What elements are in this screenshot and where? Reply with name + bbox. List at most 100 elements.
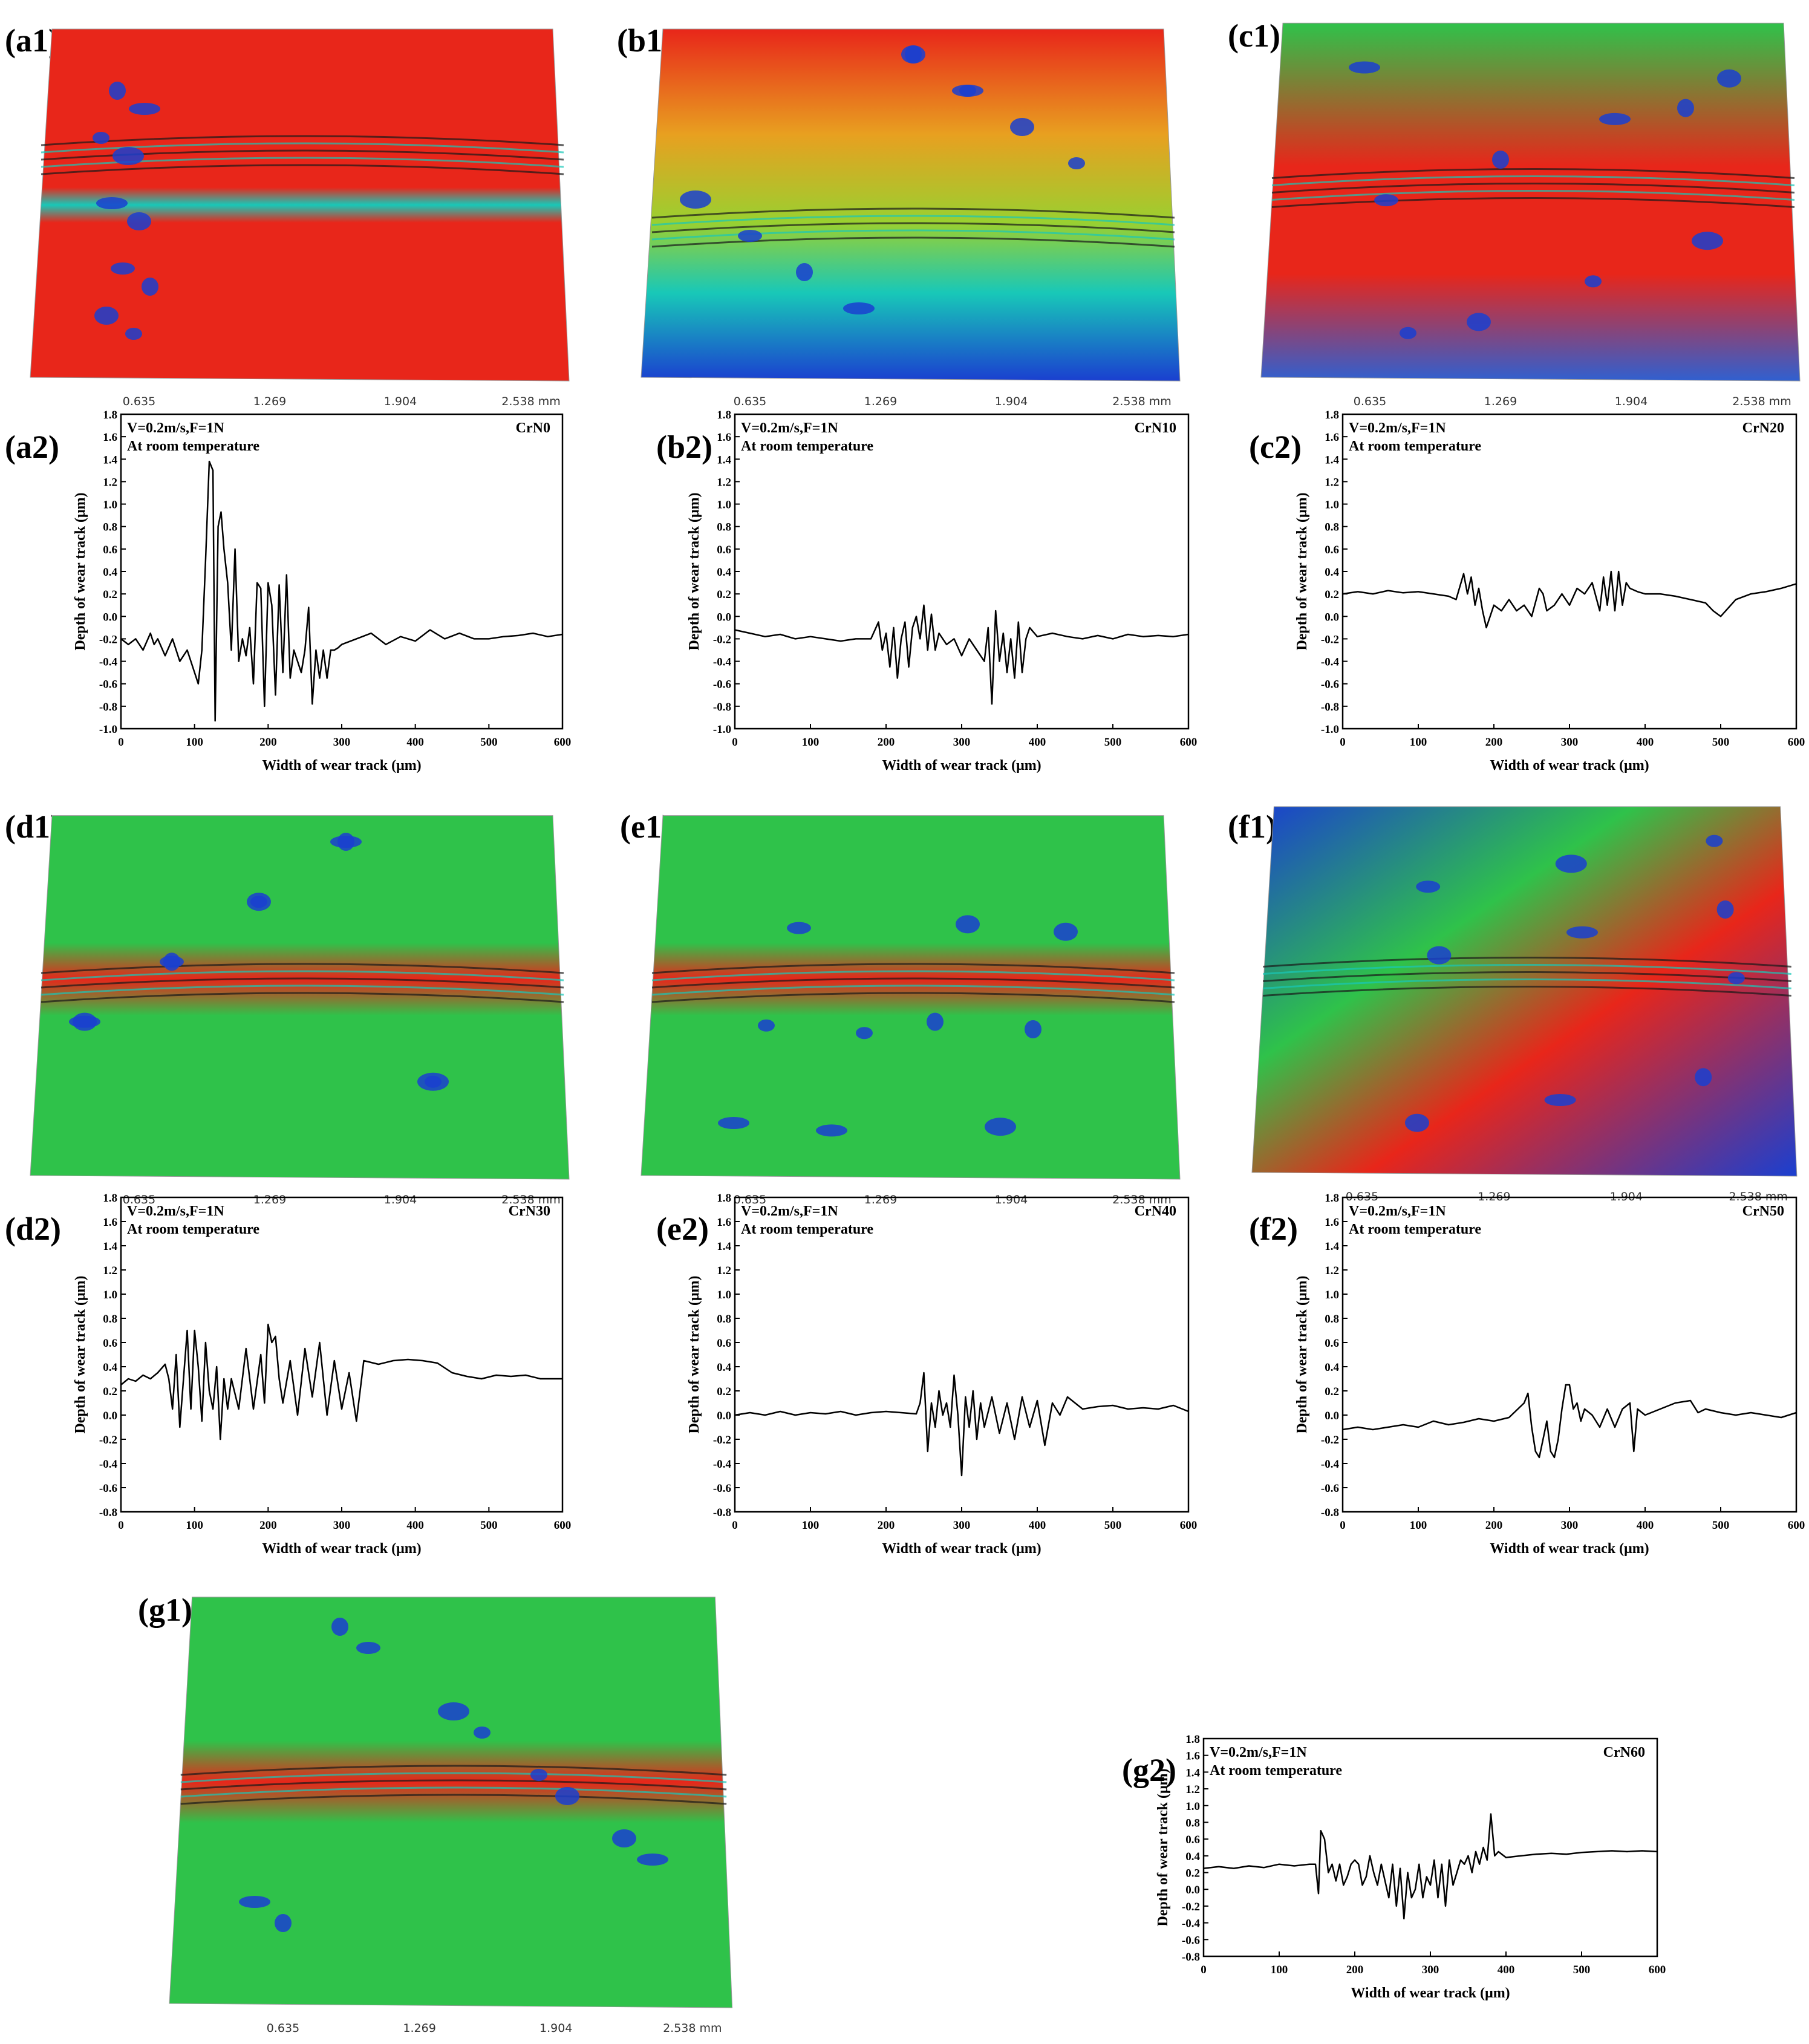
y-axis-label: Depth of wear track (μm) bbox=[686, 492, 702, 650]
y-tick-label: 0.2 bbox=[717, 1385, 731, 1398]
x-tick-label: 500 bbox=[1712, 1519, 1730, 1532]
y-tick-label: 0.6 bbox=[103, 544, 117, 556]
wear-track-line bbox=[1263, 986, 1791, 997]
profile-chart-g2: -0.8 -0.6 -0.4 -0.2 0.0 0.2 0.4 0.6 0.8 1.0 1.2 1.4… bbox=[1143, 1733, 1666, 2014]
surface-pit bbox=[905, 45, 922, 63]
annotation-temperature: At room temperature bbox=[1349, 1222, 1481, 1237]
wear-track-line bbox=[41, 142, 564, 154]
x-tick-label: 500 bbox=[480, 1519, 498, 1532]
y-tick-label: 1.4 bbox=[1325, 454, 1339, 466]
y-tick-label: 1.8 bbox=[1325, 409, 1339, 421]
surface-pit bbox=[94, 307, 119, 325]
surface-pit bbox=[1544, 1094, 1576, 1106]
x-tick-label: 300 bbox=[1561, 1519, 1579, 1532]
wear-track-line bbox=[41, 977, 564, 989]
profile-svg: -1.0 -0.8 -0.6 -0.4 -0.2 0.0 0.2 0.4 0.6 0.8 1.0 1.… bbox=[1294, 409, 1805, 773]
surface-pit bbox=[952, 85, 983, 97]
annotation-conditions: V=0.2m/s,F=1N bbox=[741, 420, 838, 436]
x-tick-label: 100 bbox=[1410, 1519, 1427, 1532]
y-axis-label: Depth of wear track (μm) bbox=[73, 1275, 88, 1433]
surface-pit bbox=[1405, 1113, 1429, 1132]
surface-pit bbox=[530, 1769, 547, 1781]
y-axis-label: Depth of wear track (μm) bbox=[73, 492, 88, 650]
y-tick-label: -1.0 bbox=[713, 723, 731, 736]
x-tick-label: 300 bbox=[1561, 736, 1579, 749]
panel-label-f2: (f2) bbox=[1249, 1211, 1298, 1247]
annotation-temperature: At room temperature bbox=[127, 1222, 259, 1237]
annotation-temperature: At room temperature bbox=[127, 438, 259, 454]
y-tick-label: -0.8 bbox=[713, 1506, 731, 1519]
plot-frame bbox=[120, 413, 564, 730]
y-tick-label: -0.2 bbox=[1321, 1434, 1339, 1447]
scale-tick-label: 1.269 bbox=[864, 1193, 897, 1206]
surface-pit bbox=[1585, 275, 1602, 288]
x-tick-label: 600 bbox=[1180, 736, 1198, 749]
surface-plane bbox=[640, 815, 1181, 1180]
profile-chart-a2: -1.0 -0.8 -0.6 -0.4 -0.2 0.0 0.2 0.4 0.6 0.8 1.0 1.… bbox=[60, 409, 571, 786]
wear-track-line bbox=[651, 977, 1175, 989]
y-tick-label: 0.4 bbox=[717, 566, 731, 579]
wear-track-line bbox=[180, 1765, 727, 1776]
surface-map-a1: 0.635 1.269 1.904 2.538 mm bbox=[30, 18, 575, 417]
x-tick-label: 500 bbox=[1104, 1519, 1122, 1532]
x-axis-label: Width of wear track (μm) bbox=[1351, 1985, 1510, 2001]
depth-profile-line bbox=[120, 1323, 562, 1440]
wear-track-line bbox=[41, 164, 564, 175]
x-tick-label: 400 bbox=[1637, 736, 1654, 749]
x-tick-label: 400 bbox=[1029, 1519, 1046, 1532]
x-tick-label: 0 bbox=[118, 1519, 124, 1532]
wear-track-line bbox=[1271, 175, 1795, 186]
y-tick-label: 0.0 bbox=[717, 611, 731, 623]
scale-tick-label: 2.538 mm bbox=[1112, 395, 1171, 408]
wear-track-line bbox=[651, 963, 1175, 974]
y-tick-label: 1.2 bbox=[1325, 1264, 1339, 1277]
y-tick-label: -0.2 bbox=[1321, 633, 1339, 646]
profile-svg: -0.8 -0.6 -0.4 -0.2 0.0 0.2 0.4 0.6 0.8 1.0 1.2 1.4… bbox=[73, 1192, 571, 1557]
surface-pit bbox=[985, 1118, 1016, 1136]
wear-track-line bbox=[1271, 197, 1795, 208]
surface-pit bbox=[1467, 313, 1491, 331]
y-tick-label: -0.6 bbox=[1182, 1934, 1200, 1947]
wear-track-line bbox=[1263, 964, 1791, 975]
y-tick-label: 0.4 bbox=[717, 1361, 731, 1374]
depth-profile-line bbox=[1342, 570, 1797, 629]
wear-track-line bbox=[651, 970, 1175, 981]
scale-tick-label: 2.538 mm bbox=[663, 2022, 722, 2035]
x-tick-label: 200 bbox=[259, 736, 277, 749]
x-tick-label: 600 bbox=[1788, 1519, 1805, 1532]
wear-track-line bbox=[1263, 971, 1791, 982]
profile-chart-b2: -1.0 -0.8 -0.6 -0.4 -0.2 0.0 0.2 0.4 0.6 0.8 1.0 1.… bbox=[674, 409, 1197, 786]
x-tick-label: 0 bbox=[118, 736, 124, 749]
surface-map-f1: 0.635 1.269 1.904 2.538 mm bbox=[1251, 795, 1802, 1212]
profile-chart-f2: -0.8 -0.6 -0.4 -0.2 0.0 0.2 0.4 0.6 0.8 1.0 1.2 1.4… bbox=[1282, 1192, 1805, 1569]
surface-plane bbox=[1260, 22, 1801, 382]
y-tick-label: 1.2 bbox=[717, 1264, 731, 1277]
y-tick-label: 1.4 bbox=[103, 454, 117, 466]
surface-pit bbox=[1374, 194, 1398, 207]
scale-tick-label: 1.904 bbox=[384, 395, 417, 408]
profile-chart-c2: -1.0 -0.8 -0.6 -0.4 -0.2 0.0 0.2 0.4 0.6 0.8 1.0 1.… bbox=[1282, 409, 1805, 786]
x-tick-label: 200 bbox=[878, 736, 895, 749]
surface-pit bbox=[239, 1896, 270, 1908]
y-tick-label: 1.8 bbox=[1325, 1192, 1339, 1205]
annotation-temperature: At room temperature bbox=[1210, 1763, 1342, 1779]
panel-label-a2: (a2) bbox=[5, 429, 59, 465]
sample-label: CrN60 bbox=[1603, 1745, 1645, 1760]
x-tick-label: 400 bbox=[1637, 1519, 1654, 1532]
scale-tick-label: 1.904 bbox=[539, 2022, 572, 2035]
profile-chart-e2: -0.8 -0.6 -0.4 -0.2 0.0 0.2 0.4 0.6 0.8 1.0 1.2 1.4… bbox=[674, 1192, 1197, 1569]
y-tick-label: -0.4 bbox=[1182, 1918, 1201, 1930]
wear-track-line bbox=[180, 1786, 727, 1798]
surface-pit bbox=[1727, 972, 1745, 985]
surface-pit bbox=[787, 922, 811, 934]
y-tick-label: -0.4 bbox=[99, 656, 118, 669]
y-tick-label: 0.0 bbox=[1185, 1884, 1200, 1896]
y-tick-label: -0.4 bbox=[99, 1458, 118, 1471]
depth-profile-line bbox=[734, 604, 1189, 705]
surface-pit bbox=[612, 1829, 636, 1847]
surface-pit bbox=[1068, 157, 1085, 169]
x-tick-label: 400 bbox=[1498, 1964, 1515, 1976]
scale-tick-label: 0.635 bbox=[123, 395, 155, 408]
surface-pit bbox=[1555, 854, 1587, 873]
wear-track-line bbox=[1271, 190, 1795, 201]
